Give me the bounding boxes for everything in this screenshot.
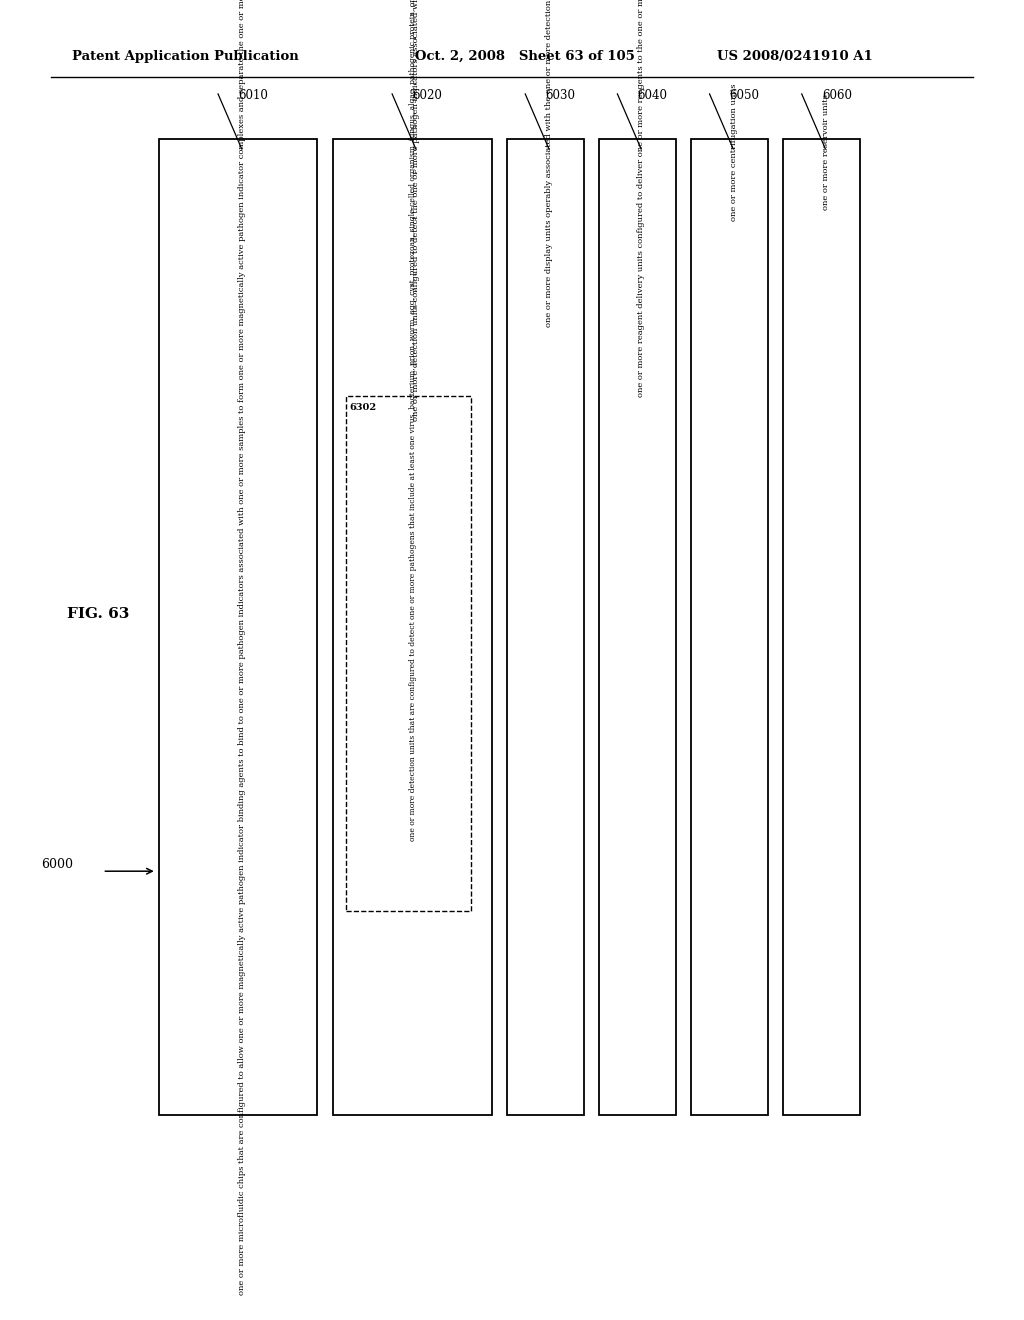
Bar bbox=[599, 139, 676, 1115]
Text: one or more reservoir units: one or more reservoir units bbox=[821, 94, 829, 210]
Text: 6050: 6050 bbox=[729, 88, 760, 102]
Text: one or more reagent delivery units configured to deliver one or more reagents to: one or more reagent delivery units confi… bbox=[637, 0, 645, 397]
Bar bbox=[346, 396, 471, 911]
Text: FIG. 63: FIG. 63 bbox=[67, 607, 129, 620]
Bar bbox=[159, 139, 317, 1115]
Text: 6020: 6020 bbox=[412, 88, 442, 102]
Text: Oct. 2, 2008   Sheet 63 of 105: Oct. 2, 2008 Sheet 63 of 105 bbox=[415, 50, 635, 63]
Text: one or more detection units that are configured to detect one or more pathogens : one or more detection units that are con… bbox=[409, 0, 417, 841]
Text: one or more display units operably associated with the one or more detection uni: one or more display units operably assoc… bbox=[545, 0, 553, 327]
Text: US 2008/0241910 A1: US 2008/0241910 A1 bbox=[717, 50, 872, 63]
Text: 6030: 6030 bbox=[545, 88, 575, 102]
Text: one or more microfluidic chips that are configured to allow one or more magnetic: one or more microfluidic chips that are … bbox=[238, 0, 246, 1295]
Text: 6302: 6302 bbox=[349, 403, 376, 412]
Bar bbox=[783, 139, 860, 1115]
Text: 6040: 6040 bbox=[637, 88, 668, 102]
Bar bbox=[507, 139, 584, 1115]
Text: Patent Application Publication: Patent Application Publication bbox=[72, 50, 298, 63]
Bar bbox=[333, 139, 492, 1115]
Text: one or more detection units configured to detect the one or more pathogen indica: one or more detection units configured t… bbox=[412, 0, 420, 421]
Text: one or more centrifugation units: one or more centrifugation units bbox=[729, 83, 737, 220]
Text: 6000: 6000 bbox=[41, 858, 73, 871]
Text: 6010: 6010 bbox=[238, 88, 268, 102]
Bar bbox=[691, 139, 768, 1115]
Text: 6060: 6060 bbox=[821, 88, 852, 102]
